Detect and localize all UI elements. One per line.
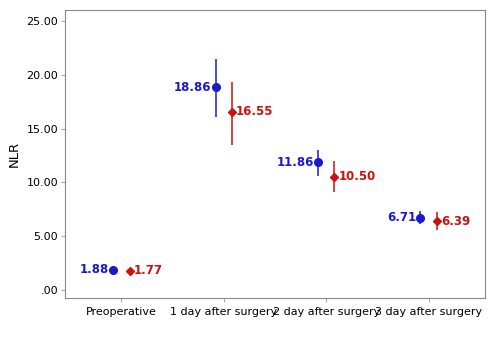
Text: 16.55: 16.55 bbox=[236, 105, 274, 118]
Text: 10.50: 10.50 bbox=[338, 170, 376, 184]
Text: 6.39: 6.39 bbox=[441, 215, 470, 228]
Text: 18.86: 18.86 bbox=[174, 81, 212, 94]
Text: 11.86: 11.86 bbox=[276, 156, 314, 169]
Text: 6.71: 6.71 bbox=[387, 211, 416, 224]
Text: 1.88: 1.88 bbox=[80, 263, 109, 276]
Y-axis label: NLR: NLR bbox=[8, 141, 21, 168]
Text: 1.77: 1.77 bbox=[134, 264, 162, 277]
